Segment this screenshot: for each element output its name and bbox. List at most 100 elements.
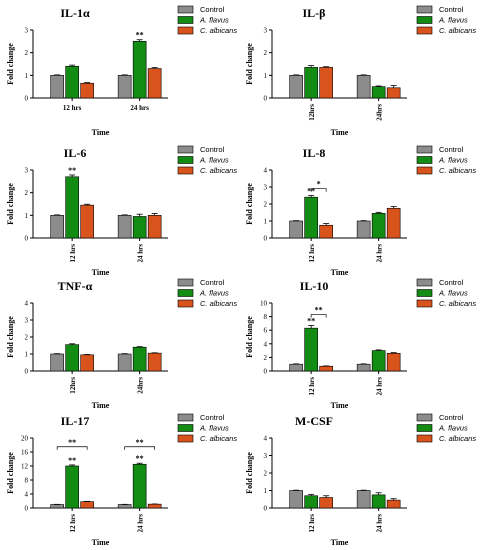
legend-label: Control <box>439 5 464 14</box>
y-tick-label: 0 <box>25 368 29 376</box>
y-tick-label: 16 <box>21 449 29 457</box>
bar <box>117 353 132 372</box>
legend-swatch <box>416 166 433 175</box>
x-axis-label: Time <box>331 128 349 137</box>
chart-panel-2: IL-β Fold change 0 1 2 3 12hrs 24hrs Time Control… <box>245 5 476 137</box>
bar <box>132 346 147 372</box>
y-tick-label: 0 <box>264 95 268 103</box>
bar <box>117 75 132 99</box>
legend-swatch <box>416 156 433 164</box>
legend-swatch <box>416 278 433 287</box>
legend-label: C. albicans <box>439 434 476 443</box>
legend-swatch <box>177 5 194 14</box>
y-tick-label: 2 <box>264 354 268 362</box>
chart-title: TNF-α <box>58 279 93 293</box>
y-tick-label: 2 <box>25 189 29 197</box>
legend-swatch <box>177 16 194 24</box>
bar <box>371 494 386 509</box>
legend-label: Control <box>200 413 225 422</box>
legend-swatch <box>177 156 194 164</box>
y-tick-label: 3 <box>25 27 29 35</box>
legend-swatch <box>416 5 433 14</box>
legend-label: C. albicans <box>200 434 237 443</box>
y-tick-label: 4 <box>264 435 268 443</box>
bar <box>319 224 333 239</box>
chart-panel-6: IL-10 Fold change 0 2 4 6 8 10 12 hrs 24 hrs Time *… <box>245 278 476 410</box>
bar <box>371 213 386 239</box>
bar <box>132 463 147 509</box>
y-tick-label: 0 <box>25 235 29 243</box>
legend-label: C. albicans <box>200 166 237 175</box>
y-tick-label: 1 <box>25 351 29 359</box>
legend-swatch <box>177 299 194 308</box>
y-tick-label: 2 <box>25 334 29 342</box>
chart-title: IL-17 <box>61 414 90 428</box>
bar <box>80 204 94 239</box>
y-axis-label: Fold change <box>245 316 254 358</box>
y-axis-label: Fold change <box>6 43 15 85</box>
chart-title: IL-8 <box>303 146 326 160</box>
significance-label: ** <box>307 316 315 325</box>
x-tick-label: 24 hrs <box>137 244 145 263</box>
bar <box>356 75 371 99</box>
significance-label: ** <box>315 306 323 315</box>
y-axis-label: Fold change <box>6 452 15 494</box>
bar <box>132 41 147 99</box>
y-tick-label: 1 <box>264 72 268 80</box>
bar <box>289 490 303 509</box>
legend-label: A. flavus <box>199 289 229 298</box>
x-tick-label: 12 hrs <box>63 104 82 112</box>
bar <box>386 87 401 99</box>
legend-label: Control <box>439 145 464 154</box>
legend-swatch <box>177 413 194 422</box>
significance-bracket <box>124 446 155 450</box>
legend-swatch <box>177 424 194 432</box>
bar <box>371 350 386 372</box>
y-tick-label: 3 <box>25 167 29 175</box>
significance-label: ** <box>136 31 144 40</box>
bar <box>304 196 318 239</box>
bar <box>147 352 162 372</box>
legend-swatch <box>416 145 433 154</box>
legend-swatch <box>416 413 433 422</box>
legend-label: Control <box>200 145 225 154</box>
x-tick-label: 12 hrs <box>69 514 77 533</box>
x-axis-label: Time <box>331 268 349 277</box>
x-axis-label: Time <box>92 268 110 277</box>
bar <box>65 465 79 509</box>
y-tick-label: 0 <box>264 235 268 243</box>
y-tick-label: 0 <box>264 505 268 513</box>
x-tick-label: 12hrs <box>69 377 77 394</box>
y-axis-label: Fold change <box>6 183 15 225</box>
significance-label: ** <box>68 166 76 175</box>
chart-panel-1: IL-1α Fold change 0 1 2 3 12 hrs 24 hrs Time ** Co… <box>6 5 237 137</box>
y-axis-label: Fold change <box>6 316 15 358</box>
legend-label: C. albicans <box>439 299 476 308</box>
bar <box>304 327 318 372</box>
x-axis-label: Time <box>92 128 110 137</box>
y-tick-label: 4 <box>264 167 268 175</box>
y-tick-label: 3 <box>264 452 268 460</box>
legend-swatch <box>416 289 433 297</box>
bar <box>50 504 64 509</box>
chart-title: IL-β <box>303 6 326 20</box>
y-tick-label: 4 <box>25 491 29 499</box>
y-tick-label: 2 <box>264 201 268 209</box>
bar <box>304 495 318 509</box>
bar <box>80 501 94 509</box>
y-tick-label: 1 <box>25 72 29 80</box>
legend-label: C. albicans <box>439 166 476 175</box>
bar <box>147 215 162 239</box>
x-tick-label: 12hrs <box>308 104 316 121</box>
x-tick-label: 24 hrs <box>137 514 145 533</box>
y-axis-label: Fold change <box>245 43 254 85</box>
legend-swatch <box>416 26 433 35</box>
x-tick-label: 12 hrs <box>308 377 316 396</box>
y-tick-label: 2 <box>25 49 29 57</box>
